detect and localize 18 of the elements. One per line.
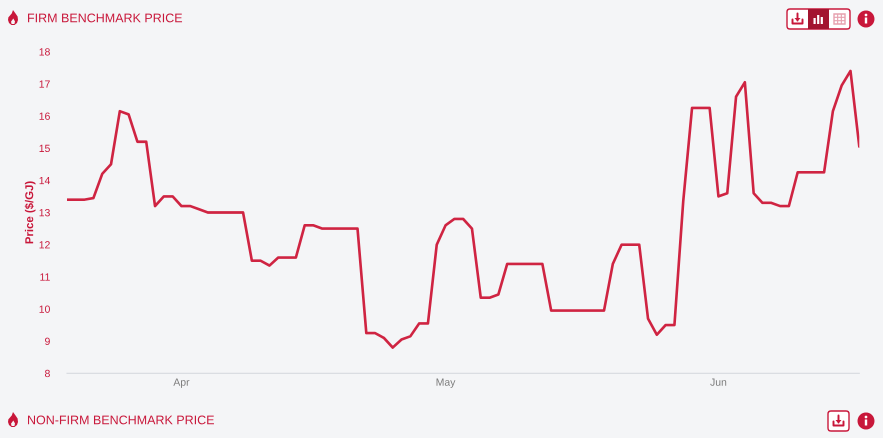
y-tick-label: 15 xyxy=(40,144,50,152)
text: NON-FIRM BENCHMARK PRICE xyxy=(28,416,214,424)
y-tick-label: 18 xyxy=(40,48,50,56)
y-axis-title: Price ($/GJ) xyxy=(24,181,36,244)
x-tick-label: Jun xyxy=(710,378,726,386)
y-tick-label: 14 xyxy=(40,176,50,184)
y-tick-label: 13 xyxy=(40,209,50,216)
y-tick-label: 9 xyxy=(45,338,50,346)
y-tick-label: 8 xyxy=(44,370,50,378)
line-series xyxy=(67,70,860,349)
y-tick-label: 11 xyxy=(40,273,50,281)
x-tick-label: Apr xyxy=(173,378,190,388)
y-tick-label: 16 xyxy=(40,112,50,120)
chart-title: FIRM BENCHMARK PRICE xyxy=(28,14,182,22)
y-tick-label: 12 xyxy=(40,241,50,248)
y-tick-label: 17 xyxy=(40,80,50,88)
x-tick-label: May xyxy=(436,378,456,388)
y-tick-label: 10 xyxy=(40,305,50,313)
